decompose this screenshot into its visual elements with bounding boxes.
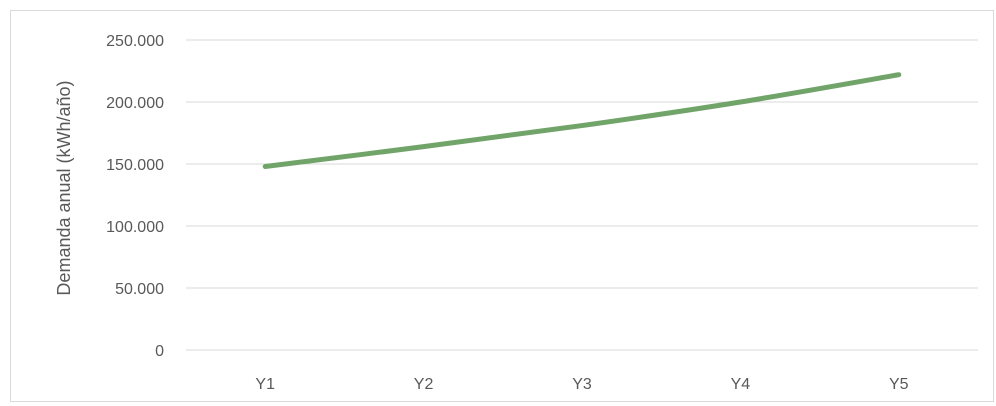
x-tick-label: Y3 xyxy=(572,376,592,393)
x-tick-labels: Y1 Y2 Y3 Y4 Y5 xyxy=(255,376,908,393)
series-line xyxy=(262,72,902,169)
y-tick-label: 200.000 xyxy=(106,95,164,112)
x-tick-label: Y2 xyxy=(414,376,434,393)
chart-frame xyxy=(10,10,994,402)
y-tick-label: 250.000 xyxy=(106,33,164,50)
x-tick-label: Y1 xyxy=(255,376,275,393)
y-axis-title: Demanda anual (kWh/año) xyxy=(54,80,74,295)
y-tick-label: 50.000 xyxy=(115,281,164,298)
x-tick-label: Y4 xyxy=(731,376,751,393)
y-tick-label: 100.000 xyxy=(106,219,164,236)
gridlines xyxy=(186,39,978,351)
y-tick-label: 150.000 xyxy=(106,157,164,174)
x-tick-label: Y5 xyxy=(889,376,909,393)
y-tick-label: 0 xyxy=(155,343,164,360)
y-tick-labels: 0 50.000 100.000 150.000 200.000 250.000 xyxy=(106,33,164,360)
series-layer xyxy=(262,72,902,169)
